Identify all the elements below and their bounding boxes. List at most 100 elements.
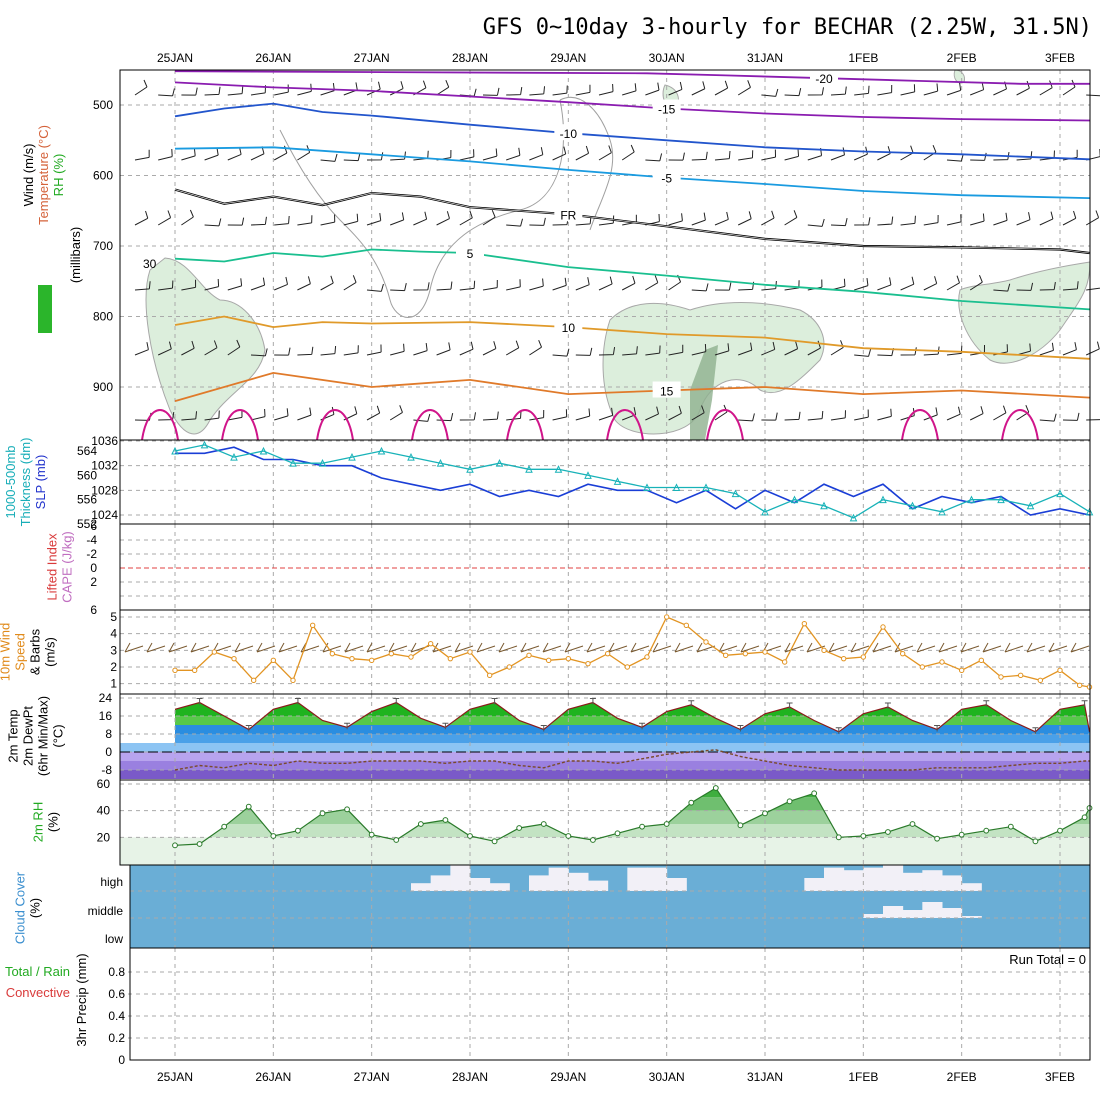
wind-barb	[366, 344, 382, 356]
bottom-date-labels: 25JAN 26JAN 27JAN 28JAN 29JAN 30JAN 31JAN 1FEB 2…	[157, 1070, 1075, 1084]
high-cloud-bar	[902, 872, 923, 891]
wind-barb	[181, 209, 194, 226]
wind-barb	[297, 407, 312, 421]
rh-marker	[344, 806, 350, 813]
axis-label: SLP (mb)	[33, 455, 48, 510]
thickness-marker	[967, 495, 976, 504]
wind-barb	[923, 83, 939, 96]
wind-barb	[691, 283, 709, 292]
slp-tick: 1036	[91, 434, 118, 448]
minmax-marker	[442, 722, 449, 730]
thickness-marker	[348, 452, 356, 461]
wind-barb	[529, 147, 544, 161]
wind-barb	[250, 277, 266, 291]
wind-speed-marker	[467, 649, 473, 655]
wind-speed-marker	[290, 677, 296, 684]
wind-speed-marker	[526, 652, 532, 659]
surface-wind-barb	[586, 642, 606, 653]
wind-barb	[1086, 280, 1100, 291]
wind-barb	[946, 82, 962, 96]
temp-tick: -8	[101, 763, 112, 777]
wind-barb	[1016, 212, 1031, 226]
rh-contour	[279, 99, 565, 318]
wind-tick: 1	[110, 677, 117, 691]
isotherm-fr-inner	[174, 189, 1090, 254]
wind-speed-marker	[880, 624, 886, 630]
upper-air-panel: 30 -20 -15 -10 -5 FR 5 10 15 500 600 700 800 900 Wind …	[21, 69, 1100, 441]
wind-speed-marker	[427, 640, 434, 647]
wind-speed-marker	[781, 659, 788, 665]
wind-barb	[854, 85, 870, 96]
thickness-marker	[525, 465, 533, 473]
thickness-tick: 556	[77, 493, 97, 507]
isotherm-15	[174, 371, 1090, 402]
surface-wind-barb	[388, 642, 408, 653]
wind-barb	[854, 348, 872, 357]
wind-barb	[1085, 341, 1100, 356]
wind-barb	[482, 87, 500, 96]
rh-marker	[663, 821, 670, 827]
date-label-top: 31JAN	[747, 51, 783, 65]
wind-speed-marker	[545, 657, 552, 664]
wind-barb	[1062, 210, 1077, 226]
high-cloud-bar	[450, 865, 471, 891]
rh-marker	[467, 833, 473, 839]
rh-marker	[1057, 827, 1063, 834]
wind-speed-marker	[388, 650, 395, 657]
wind-speed-line	[175, 616, 1090, 688]
wind-barb	[506, 218, 524, 227]
wind-barb	[946, 406, 961, 421]
surface-wind-barb	[256, 642, 276, 653]
date-label-top: 3FEB	[1045, 51, 1075, 65]
rh-marker	[762, 810, 768, 817]
axis-label: 2m Temp	[6, 709, 21, 762]
thickness-marker	[643, 483, 651, 491]
wind-speed-marker	[585, 660, 591, 667]
pressure-tick: 600	[93, 169, 113, 183]
wind-speed-marker	[408, 654, 414, 660]
wind-barb	[1085, 210, 1100, 226]
isotherm-label: -20	[815, 72, 833, 86]
precip-unit-label: 3hr Precip (mm)	[74, 953, 89, 1046]
surface-wind-barb	[1070, 642, 1090, 653]
wind-barb	[1086, 411, 1100, 421]
high-cloud-bar	[824, 867, 845, 891]
wind-barb	[946, 275, 961, 291]
wind-barb	[993, 405, 1007, 421]
precip-panel: 0 0.2 0.4 0.6 0.8 Total / Rain Convective 3hr P…	[5, 947, 1091, 1067]
wind-barb	[923, 214, 939, 226]
slp-tick: 1028	[91, 483, 118, 497]
rh-shaded-area-dark	[690, 345, 718, 440]
wind-barb	[436, 79, 450, 96]
wind-barb	[1039, 281, 1056, 291]
surface-wind-barb	[234, 642, 254, 653]
wind-barb	[691, 212, 706, 226]
wind-barb	[250, 408, 266, 421]
wind-barb	[157, 341, 172, 356]
thickness-marker	[908, 501, 917, 510]
wind-speed-marker	[939, 659, 945, 665]
wind-barb	[413, 413, 431, 422]
thickness-marker	[259, 446, 268, 455]
wind-barb	[853, 146, 868, 161]
isotherm-label-bg	[810, 69, 838, 86]
date-label-top: 26JAN	[255, 51, 291, 65]
pressure-tick: 800	[93, 310, 113, 324]
thickness-marker	[997, 495, 1005, 504]
surface-wind-barb	[916, 642, 936, 653]
surface-wind-barb	[652, 642, 672, 653]
axis-label: Wind (m/s)	[21, 144, 36, 207]
wind-tick: 5	[110, 610, 117, 624]
wind-barb	[390, 343, 405, 356]
wind-barb	[714, 211, 729, 226]
wind-speed-marker	[919, 664, 926, 670]
rh-marker	[393, 837, 400, 843]
wind-barb	[181, 340, 195, 356]
rh-marker	[590, 837, 596, 843]
thickness-tick: 564	[77, 444, 97, 458]
wind-speed-marker	[486, 672, 493, 679]
surface-wind-barb	[784, 642, 804, 653]
wind-barb	[575, 277, 590, 291]
surface-wind-barb	[696, 642, 716, 653]
lifted-tick: 0	[90, 561, 97, 575]
